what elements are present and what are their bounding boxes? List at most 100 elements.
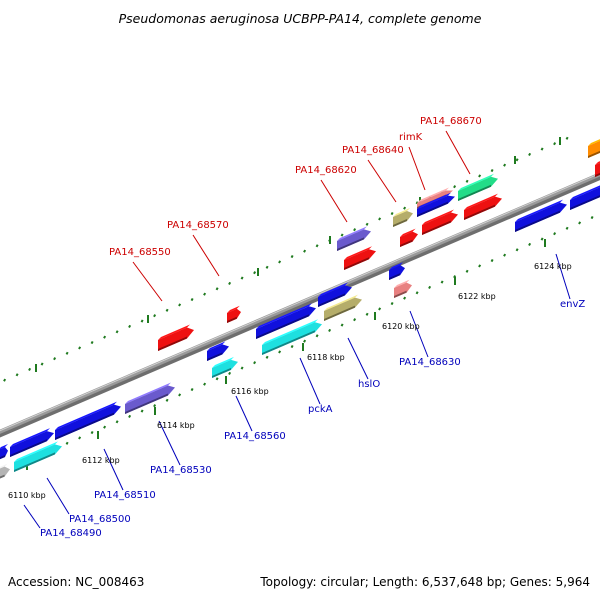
tick-dash [178, 303, 182, 307]
gene-cyan-pckA [262, 319, 322, 355]
tick-dash [415, 291, 419, 295]
label-leader [409, 310, 429, 358]
tick-marks [3, 136, 594, 472]
tick-dash [353, 318, 357, 322]
tick-dash [528, 152, 532, 157]
gene-blue-68580 [256, 303, 316, 339]
tick-dash [340, 233, 344, 237]
tick-dash [565, 136, 569, 140]
label-leader [103, 448, 124, 491]
tick-dash [528, 242, 532, 247]
gene-purple-68530 [125, 382, 175, 414]
gene-blue-68510 [10, 428, 54, 457]
gene-gray-left [0, 463, 10, 479]
backbone-line [0, 172, 600, 434]
tick-label: 6120 kbp [382, 322, 420, 331]
tick-dash [128, 414, 132, 419]
tick-dash [428, 285, 432, 290]
tick-dash [565, 226, 569, 230]
label-leader [23, 504, 41, 529]
gene-cyan-68500 [14, 441, 62, 472]
tick-dash [203, 292, 207, 296]
tick-dash [465, 269, 469, 273]
gene-label-top: PA14_68550 [109, 247, 171, 258]
tick-dash [78, 346, 82, 350]
tick-dash [490, 258, 494, 263]
tick-dash [540, 237, 544, 241]
gene-label-bottom: PA14_68530 [150, 465, 212, 476]
tick-dash [253, 361, 257, 365]
gene-labels: PA14_68550 PA14_68570 PA14_68620 PA14_68640… [40, 116, 585, 539]
gene-label-top: rimK [399, 132, 423, 143]
gene-blue-small-a [207, 341, 229, 361]
tick-dash [153, 404, 157, 408]
gene-label-top: PA14_68670 [420, 116, 482, 127]
label-leader [445, 130, 471, 175]
gene-label-bottom: PA14_68510 [94, 490, 156, 501]
gene-blue-68600 [318, 282, 352, 307]
gene-label-bottom: PA14_68500 [69, 514, 131, 525]
gene-red-68680 [464, 193, 502, 220]
gene-blue-68490 [0, 443, 8, 460]
gene-blue-rimK [417, 192, 455, 217]
tick-dash [65, 351, 69, 355]
label-leader [320, 179, 348, 223]
tick-dash [290, 254, 294, 259]
backbone-highlight [0, 172, 600, 432]
tick-dash [290, 344, 294, 349]
gene-red-right [595, 161, 600, 177]
gene-label-bottom: PA14_68560 [224, 431, 286, 442]
tick-dash [540, 147, 544, 151]
tick-dash [140, 319, 144, 323]
gene-label-bottom: pckA [308, 404, 333, 415]
label-leader [367, 159, 397, 203]
tick-dash [353, 228, 357, 232]
tick-dash [190, 387, 194, 392]
tick-dash [303, 339, 307, 343]
tick-dash [40, 362, 44, 366]
tick-dash [265, 355, 269, 359]
tick-dash [390, 211, 394, 216]
tick-label: 6116 kbp [231, 387, 269, 396]
tick-dash [128, 324, 132, 329]
label-leader [555, 253, 571, 300]
tick-dash [115, 330, 119, 334]
gene-label-bottom: envZ [560, 299, 585, 310]
tick-dash [78, 436, 82, 440]
gene-khaki-68640 [393, 207, 413, 227]
tick-dash [403, 296, 407, 300]
tick-dash [140, 409, 144, 413]
tick-dash [503, 253, 507, 257]
tick-dash [340, 323, 344, 327]
label-leader [132, 261, 163, 302]
gene-label-bottom: hslO [358, 379, 380, 390]
label-leader [299, 357, 321, 405]
tick-dash [478, 264, 482, 268]
gene-label-bottom: PA14_68630 [399, 357, 461, 368]
gene-khaki-hslO [324, 294, 362, 321]
tick-dash [203, 382, 207, 386]
tick-dash [415, 201, 419, 205]
label-leader [46, 477, 70, 515]
tick-dash [165, 308, 169, 312]
tick-dash [65, 441, 69, 445]
gene-red-68550 [158, 324, 194, 351]
tick-dash [190, 297, 194, 302]
tick-dash [253, 271, 257, 275]
gene-blue-envZ [515, 199, 567, 232]
label-leader [235, 395, 253, 432]
tick-dash [265, 265, 269, 269]
gene-label-bottom: PA14_68490 [40, 528, 102, 539]
tick-dash [490, 168, 494, 173]
tick-label: 6110 kbp [8, 491, 46, 500]
tick-dash [153, 314, 157, 318]
tick-dash [515, 158, 519, 162]
tick-dash [240, 366, 244, 370]
tick-label: 6118 kbp [307, 353, 345, 362]
gene-blue-68700 [570, 185, 600, 210]
tick-dash [240, 276, 244, 280]
tick-dash [315, 244, 319, 248]
genome-backbone [0, 172, 600, 438]
tick-label: 6114 kbp [157, 421, 195, 430]
